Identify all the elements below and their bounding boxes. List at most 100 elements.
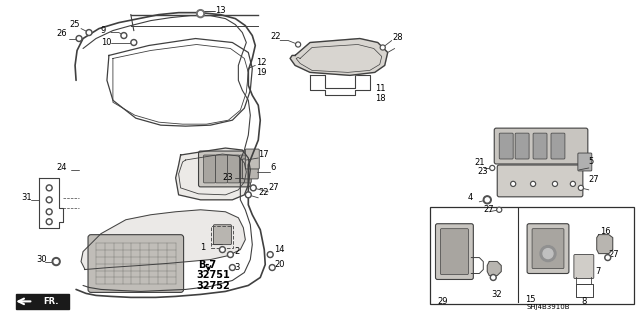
Circle shape xyxy=(605,255,611,261)
Circle shape xyxy=(570,182,575,186)
Circle shape xyxy=(46,185,52,191)
FancyBboxPatch shape xyxy=(227,155,239,183)
Text: 1: 1 xyxy=(200,243,206,252)
FancyBboxPatch shape xyxy=(214,225,232,245)
Circle shape xyxy=(497,207,502,212)
Circle shape xyxy=(512,183,515,185)
Text: 31: 31 xyxy=(21,193,32,202)
Circle shape xyxy=(88,31,90,34)
Circle shape xyxy=(227,252,234,257)
FancyBboxPatch shape xyxy=(198,151,250,187)
Circle shape xyxy=(229,264,236,271)
Text: 10: 10 xyxy=(101,38,111,47)
Circle shape xyxy=(483,196,492,204)
FancyBboxPatch shape xyxy=(532,229,564,269)
FancyBboxPatch shape xyxy=(494,128,588,164)
Circle shape xyxy=(48,198,51,201)
FancyBboxPatch shape xyxy=(533,133,547,159)
Text: 17: 17 xyxy=(259,150,269,159)
Circle shape xyxy=(122,34,125,37)
FancyBboxPatch shape xyxy=(204,155,216,183)
Text: 3: 3 xyxy=(234,263,240,272)
Text: 24: 24 xyxy=(56,163,67,173)
Circle shape xyxy=(532,183,534,185)
Text: 22: 22 xyxy=(259,188,269,197)
Polygon shape xyxy=(290,39,388,75)
Circle shape xyxy=(492,276,495,279)
Circle shape xyxy=(132,41,135,44)
Text: 6: 6 xyxy=(270,163,276,173)
Text: 12: 12 xyxy=(256,58,267,67)
Circle shape xyxy=(46,197,52,203)
Bar xyxy=(211,226,234,248)
Circle shape xyxy=(46,219,52,225)
FancyBboxPatch shape xyxy=(440,229,468,274)
Text: 30: 30 xyxy=(36,255,47,264)
FancyBboxPatch shape xyxy=(243,159,259,179)
Circle shape xyxy=(297,43,300,46)
Text: 28: 28 xyxy=(393,33,403,42)
Circle shape xyxy=(86,30,92,35)
FancyBboxPatch shape xyxy=(216,155,227,183)
FancyBboxPatch shape xyxy=(245,149,259,169)
Text: 11: 11 xyxy=(375,84,385,93)
Text: 4: 4 xyxy=(467,193,472,202)
Circle shape xyxy=(543,249,553,259)
Text: 23: 23 xyxy=(477,167,488,176)
Circle shape xyxy=(381,46,384,49)
Circle shape xyxy=(252,186,255,189)
Text: 32752: 32752 xyxy=(196,281,230,292)
Circle shape xyxy=(54,260,58,263)
Circle shape xyxy=(221,248,224,251)
Circle shape xyxy=(268,252,273,257)
Circle shape xyxy=(220,247,225,253)
Circle shape xyxy=(511,182,516,186)
Polygon shape xyxy=(81,210,245,270)
Circle shape xyxy=(121,33,127,39)
FancyBboxPatch shape xyxy=(551,133,565,159)
Polygon shape xyxy=(175,148,250,200)
Text: 26: 26 xyxy=(56,29,67,38)
Circle shape xyxy=(531,182,536,186)
FancyBboxPatch shape xyxy=(574,255,594,278)
Polygon shape xyxy=(487,262,501,276)
Circle shape xyxy=(46,209,52,215)
Circle shape xyxy=(229,253,232,256)
Text: 22: 22 xyxy=(270,32,281,41)
Circle shape xyxy=(76,35,82,41)
FancyBboxPatch shape xyxy=(497,165,583,197)
Text: 18: 18 xyxy=(375,94,385,103)
Text: 7: 7 xyxy=(596,267,601,276)
Circle shape xyxy=(48,220,51,223)
Circle shape xyxy=(498,209,500,211)
Text: 25: 25 xyxy=(69,20,79,29)
Polygon shape xyxy=(596,235,612,254)
Text: 9: 9 xyxy=(101,26,106,35)
Text: 23: 23 xyxy=(223,174,233,182)
Circle shape xyxy=(245,192,252,198)
Circle shape xyxy=(198,12,202,16)
Text: 15: 15 xyxy=(525,295,536,304)
Text: 2: 2 xyxy=(234,247,239,256)
Circle shape xyxy=(491,167,493,169)
Circle shape xyxy=(490,274,496,280)
Circle shape xyxy=(554,183,556,185)
Circle shape xyxy=(606,256,609,259)
Text: 14: 14 xyxy=(274,245,285,254)
Polygon shape xyxy=(17,294,69,309)
Circle shape xyxy=(196,10,205,18)
Text: 32: 32 xyxy=(492,290,502,299)
FancyBboxPatch shape xyxy=(578,153,592,171)
Circle shape xyxy=(77,37,81,40)
Circle shape xyxy=(552,182,557,186)
FancyBboxPatch shape xyxy=(88,235,184,293)
Circle shape xyxy=(48,186,51,189)
Circle shape xyxy=(271,266,274,269)
Circle shape xyxy=(250,185,256,191)
Circle shape xyxy=(579,185,583,190)
Text: 20: 20 xyxy=(274,260,285,269)
FancyBboxPatch shape xyxy=(239,155,252,183)
Text: 8: 8 xyxy=(582,297,588,306)
Circle shape xyxy=(572,183,574,185)
Circle shape xyxy=(247,193,250,196)
